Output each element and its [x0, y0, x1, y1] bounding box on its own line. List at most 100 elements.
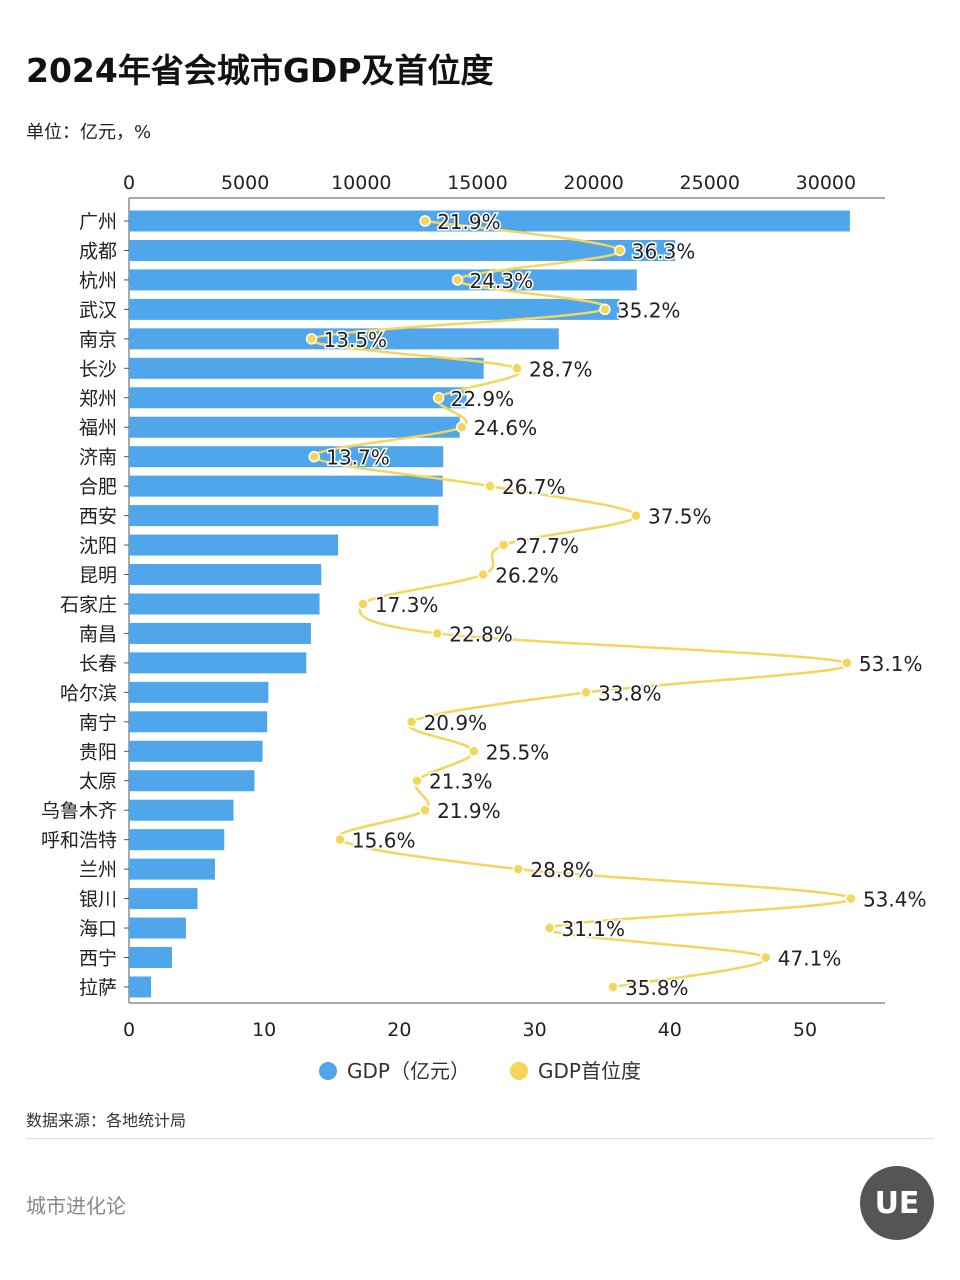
category-label: 南京 — [79, 329, 117, 351]
primacy-data-label: 28.7% — [529, 357, 593, 381]
gdp-bar-西安 — [129, 505, 439, 527]
top-tick-label: 20000 — [563, 172, 623, 194]
gdp-bar-乌鲁木齐 — [129, 799, 234, 821]
primacy-point — [451, 274, 464, 286]
top-tick-label: 15000 — [447, 172, 507, 194]
legend-primacy-label: GDP首位度 — [538, 1059, 641, 1083]
primacy-point — [432, 392, 445, 404]
category-label: 呼和浩特 — [41, 830, 117, 852]
primacy-data-label: 22.9% — [451, 387, 515, 411]
category-label: 福州 — [79, 417, 117, 439]
brand-logo: UE — [860, 1166, 934, 1240]
gdp-bar-西宁 — [129, 947, 172, 968]
bottom-tick-label: 40 — [658, 1019, 682, 1041]
category-label: 兰州 — [79, 859, 117, 881]
category-label: 西安 — [79, 506, 117, 528]
category-label: 西宁 — [79, 948, 117, 970]
category-label: 南宁 — [79, 712, 117, 734]
primacy-data-label: 33.8% — [598, 681, 662, 705]
gdp-bar-南宁 — [129, 711, 268, 733]
primacy-point — [484, 480, 496, 492]
primacy-point — [512, 863, 525, 875]
bottom-tick-label: 50 — [793, 1019, 817, 1041]
primacy-point — [477, 568, 489, 581]
primacy-data-label: 37.5% — [648, 505, 712, 529]
primacy-data-label: 20.9% — [424, 711, 488, 735]
primacy-point — [334, 833, 346, 846]
top-tick-label: 30000 — [796, 172, 856, 194]
primacy-data-label: 26.7% — [502, 475, 566, 499]
primacy-data-label: 35.2% — [617, 298, 681, 322]
category-label: 太原 — [79, 771, 117, 793]
primacy-data-label: 15.6% — [352, 829, 416, 853]
primacy-point — [760, 951, 772, 964]
gdp-bar-南京 — [129, 328, 559, 350]
legend-primacy-dot — [510, 1062, 528, 1080]
category-label: 哈尔滨 — [60, 682, 117, 704]
gdp-bar-广州 — [129, 210, 850, 232]
primacy-data-label: 28.8% — [530, 858, 594, 882]
primacy-data-label: 24.3% — [470, 269, 534, 293]
gdp-bar-杭州 — [129, 269, 637, 291]
legend-gdp[interactable]: GDP（亿元） — [319, 1055, 470, 1084]
bottom-tick-label: 30 — [523, 1019, 547, 1041]
gdp-bar-太原 — [129, 770, 255, 792]
gdp-bar-哈尔滨 — [129, 681, 269, 703]
top-tick-label: 25000 — [680, 172, 740, 194]
legend-gdp-label: GDP（亿元） — [347, 1059, 470, 1083]
gdp-bar-武汉 — [129, 298, 620, 320]
top-tick-label: 0 — [123, 172, 135, 194]
primacy-data-label: 21.3% — [429, 770, 493, 794]
gdp-bar-郑州 — [129, 387, 467, 409]
gdp-bar-昆明 — [129, 564, 322, 586]
category-label: 银川 — [79, 889, 117, 911]
category-label: 乌鲁木齐 — [41, 800, 117, 822]
primacy-point — [580, 686, 592, 699]
bottom-tick-label: 0 — [123, 1019, 135, 1041]
category-label: 济南 — [79, 447, 117, 469]
gdp-bar-拉萨 — [129, 976, 152, 998]
source-note: 数据来源：各地统计局 — [26, 1111, 187, 1130]
primacy-point — [308, 450, 320, 463]
chart: 0 5000 10000 15000 20000 25000 30000 0 10 20 30 40 5… — [41, 172, 928, 1041]
primacy-point — [614, 244, 626, 257]
brand-name: 城市进化论 — [26, 1194, 126, 1218]
divider — [26, 1138, 934, 1139]
category-label: 杭州 — [79, 270, 117, 292]
legend-primacy[interactable]: GDP首位度 — [510, 1055, 641, 1084]
primacy-data-label: 13.7% — [326, 446, 390, 470]
primacy-data-label: 17.3% — [375, 593, 439, 617]
primacy-point — [543, 922, 556, 934]
gdp-bar-沈阳 — [129, 534, 339, 556]
primacy-point — [497, 539, 510, 551]
primacy-data-label: 53.1% — [859, 652, 923, 676]
primacy-data-label: 31.1% — [561, 917, 625, 941]
primacy-data-label: 21.9% — [437, 210, 501, 234]
gdp-bar-呼和浩特 — [129, 829, 225, 851]
primacy-point — [357, 598, 369, 610]
primacy-data-label: 53.4% — [863, 888, 927, 912]
primacy-point — [468, 745, 480, 758]
category-label: 成都 — [79, 240, 117, 262]
gdp-bar-南昌 — [129, 622, 311, 644]
category-label: 广州 — [79, 211, 117, 233]
category-label: 郑州 — [79, 388, 117, 410]
category-label: 海口 — [79, 918, 117, 940]
primacy-point — [511, 362, 523, 375]
category-label: 昆明 — [79, 565, 117, 587]
category-label: 石家庄 — [60, 594, 117, 616]
primacy-data-label: 13.5% — [324, 328, 388, 352]
category-label: 合肥 — [79, 476, 117, 498]
primacy-point — [455, 421, 468, 433]
gdp-bar-贵阳 — [129, 740, 263, 762]
primacy-data-label: 21.9% — [437, 799, 501, 823]
gdp-bar-长沙 — [129, 357, 484, 379]
primacy-point — [845, 892, 857, 905]
legend-gdp-dot — [319, 1062, 338, 1080]
primacy-data-label: 24.6% — [474, 416, 538, 440]
bottom-tick-label: 10 — [252, 1019, 276, 1041]
category-label: 沈阳 — [79, 535, 117, 557]
bottom-tick-label: 20 — [387, 1019, 411, 1041]
primacy-data-label: 36.3% — [632, 239, 696, 263]
top-tick-label: 5000 — [221, 172, 269, 194]
